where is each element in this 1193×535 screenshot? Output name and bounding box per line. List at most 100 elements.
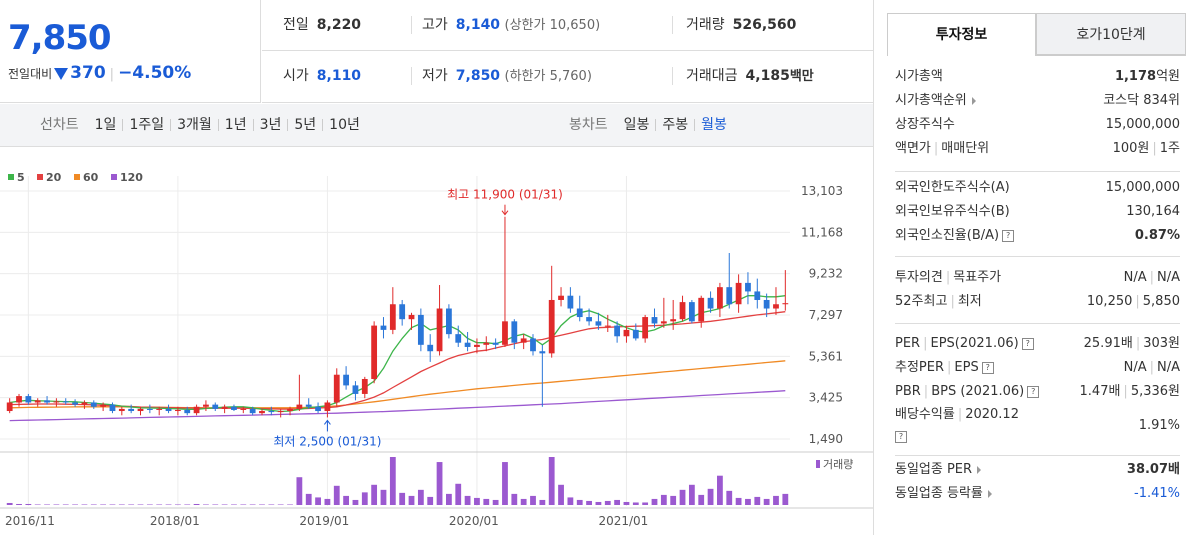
y-tick-label: 9,232 (809, 267, 843, 281)
high52-label: 52주최고 (895, 294, 948, 309)
ma5-line (9, 295, 786, 413)
volume-bar (212, 504, 219, 505)
help-icon[interactable]: ? (1021, 337, 1034, 350)
divider: | (945, 270, 951, 285)
volume-bar (511, 493, 518, 505)
period-3y[interactable]: 3년 (259, 117, 282, 133)
row-label: 외국인소진율(B/A)? (895, 224, 1015, 248)
opinion-value: N/A (1123, 270, 1147, 285)
volume-label: 거래량 (686, 17, 725, 33)
candle-body (268, 411, 275, 413)
info-row: 시가총액 1,178억원 (895, 65, 1180, 89)
row-value: -1.41% (1134, 486, 1180, 501)
candle-body (193, 406, 200, 414)
period-1w[interactable]: 1주일 (129, 117, 165, 133)
volume-bar (90, 504, 97, 505)
section-foreign: 외국인한도주식수(A) 15,000,000 외국인보유주식수(B) 130,164… (895, 176, 1180, 257)
candle-body (315, 406, 321, 412)
candle-body (128, 408, 135, 412)
row-value: 10,250 | 5,850 (1087, 290, 1180, 314)
amount-cell: 거래대금 4,185백만 (686, 51, 814, 102)
per-label: PER (895, 336, 921, 351)
candle-body (371, 325, 378, 379)
volume-bar (782, 493, 789, 505)
volume-bar (735, 497, 742, 505)
info-row[interactable]: 동일업종 PER 38.07배 (895, 458, 1180, 482)
line-chart-group: 선차트 1일 1주일 3개월 1년 3년 5년 10년 (40, 104, 366, 147)
volume-bar (520, 498, 527, 505)
row-value: 1,178억원 (1115, 65, 1180, 89)
candle-monthly[interactable]: 월봉 (701, 117, 727, 133)
volume-bar (259, 504, 265, 505)
help-icon[interactable]: ? (1027, 385, 1040, 398)
period-1y[interactable]: 1년 (224, 117, 247, 133)
candle-body (343, 374, 349, 386)
volume-bar (305, 493, 312, 505)
candle-weekly[interactable]: 주봉 (662, 117, 689, 133)
candle-body (474, 344, 480, 347)
y-tick-label: 1,490 (809, 432, 843, 446)
candle-body (455, 334, 462, 343)
info-row: 액면가 | 매매단위 100원 | 1주 (895, 137, 1180, 161)
candle-body (389, 304, 396, 330)
help-icon[interactable]: ? (1002, 229, 1015, 242)
price-summary: 7,850 전일대비 370 | −4.50% (0, 0, 261, 103)
dividend-date: 2020.12 (965, 407, 1019, 422)
row-value: 15,000,000 (1105, 117, 1180, 132)
volume-bar (688, 484, 695, 505)
candle-body (231, 406, 237, 410)
candle-body (446, 308, 452, 335)
pbr-label: PBR (895, 384, 921, 399)
candle-body (651, 317, 658, 324)
period-3m[interactable]: 3개월 (177, 117, 212, 133)
prev-close-label: 전일 (283, 17, 309, 33)
row-value: 15,000,000 (1105, 180, 1180, 195)
volume-bar (539, 499, 546, 505)
help-icon[interactable]: ? (981, 361, 994, 374)
volume-bar (632, 502, 639, 505)
y-tick-label: 3,425 (809, 391, 843, 405)
row-value: N/A | N/A (1124, 266, 1180, 290)
candle-body (576, 308, 583, 318)
spacer (895, 248, 1180, 256)
exhaust-value: 0.87% (1134, 228, 1180, 243)
candle-body (530, 338, 536, 352)
candle-body (165, 408, 172, 412)
candle-body (333, 374, 340, 403)
est-per-label: 추정PER (895, 360, 945, 375)
candle-body (380, 325, 387, 330)
info-row: 배당수익률 | 2020.12? 1.91% (895, 404, 1180, 448)
candle-body (586, 317, 592, 322)
dividend-label: 배당수익률 (895, 407, 955, 422)
volume-bar (773, 495, 779, 505)
volume-bar (530, 495, 536, 505)
tab-invest-info[interactable]: 투자정보 (887, 13, 1036, 55)
volume-bar (651, 498, 658, 505)
info-row[interactable]: 동일업종 등락률 -1.41% (895, 482, 1180, 506)
volume-bar (118, 504, 125, 505)
low-value: 7,850 (455, 68, 501, 84)
info-row[interactable]: 시가총액순위 코스닥 834위 (895, 89, 1180, 113)
x-tick-label: 2020/01 (449, 514, 499, 528)
candle-daily[interactable]: 일봉 (623, 117, 650, 133)
volume-bar (464, 495, 471, 505)
divider: | (109, 67, 115, 82)
candle-body (25, 396, 32, 403)
divider (672, 16, 673, 34)
low-cell: 저가 7,850 (하한가 5,760) (422, 51, 592, 102)
volume-bar (268, 504, 275, 505)
market-cap-value: 1,178 (1114, 69, 1157, 84)
legend-swatch (816, 460, 820, 468)
period-5y[interactable]: 5년 (294, 117, 317, 133)
candle-body (100, 404, 107, 407)
row-value: 코스닥 834위 (1103, 93, 1180, 108)
divider (170, 119, 172, 131)
divider (217, 119, 219, 131)
tab-quote-10[interactable]: 호가10단계 (1036, 13, 1186, 55)
period-10y[interactable]: 10년 (329, 117, 360, 133)
rank-label: 시가총액순위 (895, 93, 967, 108)
help-icon[interactable]: ? (895, 430, 907, 443)
period-1d[interactable]: 1일 (94, 117, 117, 133)
volume-bar (679, 489, 686, 505)
volume-bar (324, 498, 331, 505)
